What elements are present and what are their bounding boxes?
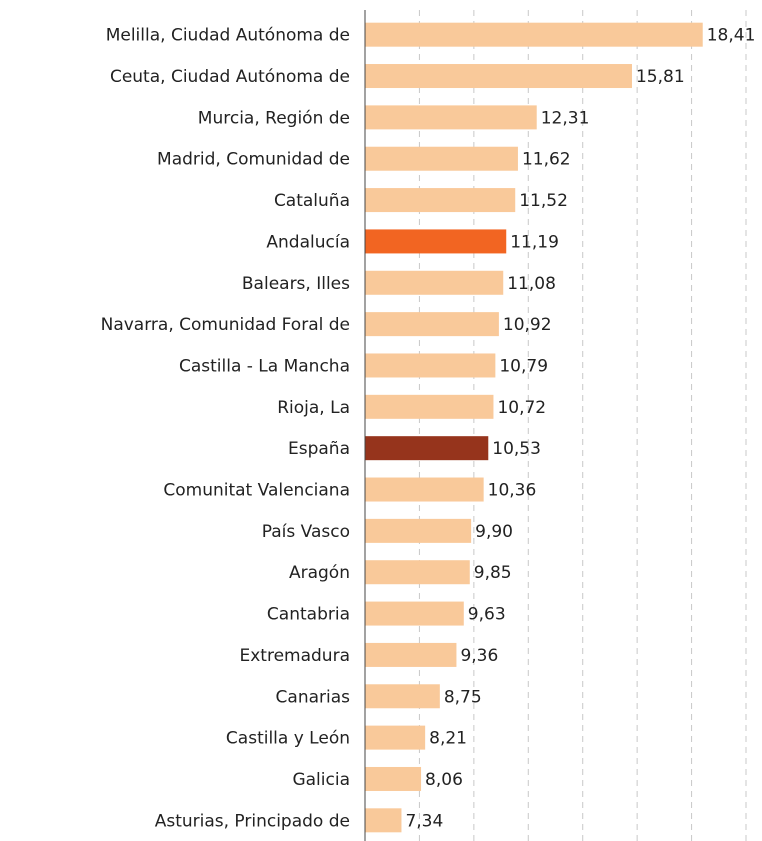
bar — [365, 766, 422, 791]
value-label: 11,19 — [510, 232, 559, 252]
category-label: Cataluña — [274, 191, 350, 211]
bar — [365, 188, 516, 213]
bar — [365, 64, 632, 89]
bar — [365, 353, 496, 378]
bar — [365, 808, 402, 833]
category-label: Navarra, Comunidad Foral de — [101, 315, 350, 335]
value-label: 10,79 — [499, 356, 548, 376]
bar — [365, 560, 470, 585]
bar — [365, 477, 484, 502]
category-label: Canarias — [276, 687, 351, 707]
category-label: Asturias, Principado de — [155, 811, 350, 831]
bar — [365, 518, 472, 543]
category-label: Castilla - La Mancha — [179, 356, 350, 376]
bar — [365, 22, 703, 47]
value-label: 8,21 — [429, 729, 467, 749]
category-label: Balears, Illes — [242, 274, 350, 294]
category-label: Extremadura — [240, 646, 351, 666]
bar — [365, 270, 504, 295]
value-label: 8,06 — [425, 770, 463, 790]
bar — [365, 436, 489, 461]
bar — [365, 725, 426, 750]
category-label: Andalucía — [266, 232, 350, 252]
category-label: País Vasco — [262, 522, 350, 542]
category-label: España — [288, 439, 350, 459]
bar — [365, 601, 464, 626]
bar — [365, 684, 440, 709]
value-label: 11,52 — [519, 191, 568, 211]
value-label: 10,72 — [497, 398, 546, 418]
value-label: 9,63 — [468, 605, 506, 625]
bar — [365, 312, 499, 337]
category-label: Murcia, Región de — [198, 108, 350, 128]
category-label: Madrid, Comunidad de — [157, 150, 350, 170]
value-label: 10,36 — [488, 481, 537, 501]
value-label: 9,36 — [460, 646, 498, 666]
value-label: 8,75 — [444, 687, 482, 707]
value-label: 11,62 — [522, 150, 571, 170]
value-label: 12,31 — [541, 108, 590, 128]
value-label: 7,34 — [405, 811, 443, 831]
category-label: Comunitat Valenciana — [163, 481, 350, 501]
bar — [365, 105, 537, 130]
category-label: Melilla, Ciudad Autónoma de — [106, 26, 350, 46]
value-label: 9,85 — [474, 563, 512, 583]
category-label: Castilla y León — [226, 729, 350, 749]
category-label: Rioja, La — [277, 398, 350, 418]
value-label: 18,41 — [707, 26, 756, 46]
value-label: 15,81 — [636, 67, 685, 87]
bar — [365, 229, 507, 254]
bar — [365, 146, 518, 171]
value-label: 9,90 — [475, 522, 513, 542]
bar — [365, 394, 494, 419]
value-label: 10,92 — [503, 315, 552, 335]
category-label: Aragón — [289, 563, 350, 583]
value-label: 11,08 — [507, 274, 556, 294]
bar — [365, 642, 457, 667]
value-label: 10,53 — [492, 439, 541, 459]
category-label: Cantabria — [267, 605, 350, 625]
category-label: Ceuta, Ciudad Autónoma de — [110, 67, 350, 87]
category-label: Galicia — [292, 770, 350, 790]
